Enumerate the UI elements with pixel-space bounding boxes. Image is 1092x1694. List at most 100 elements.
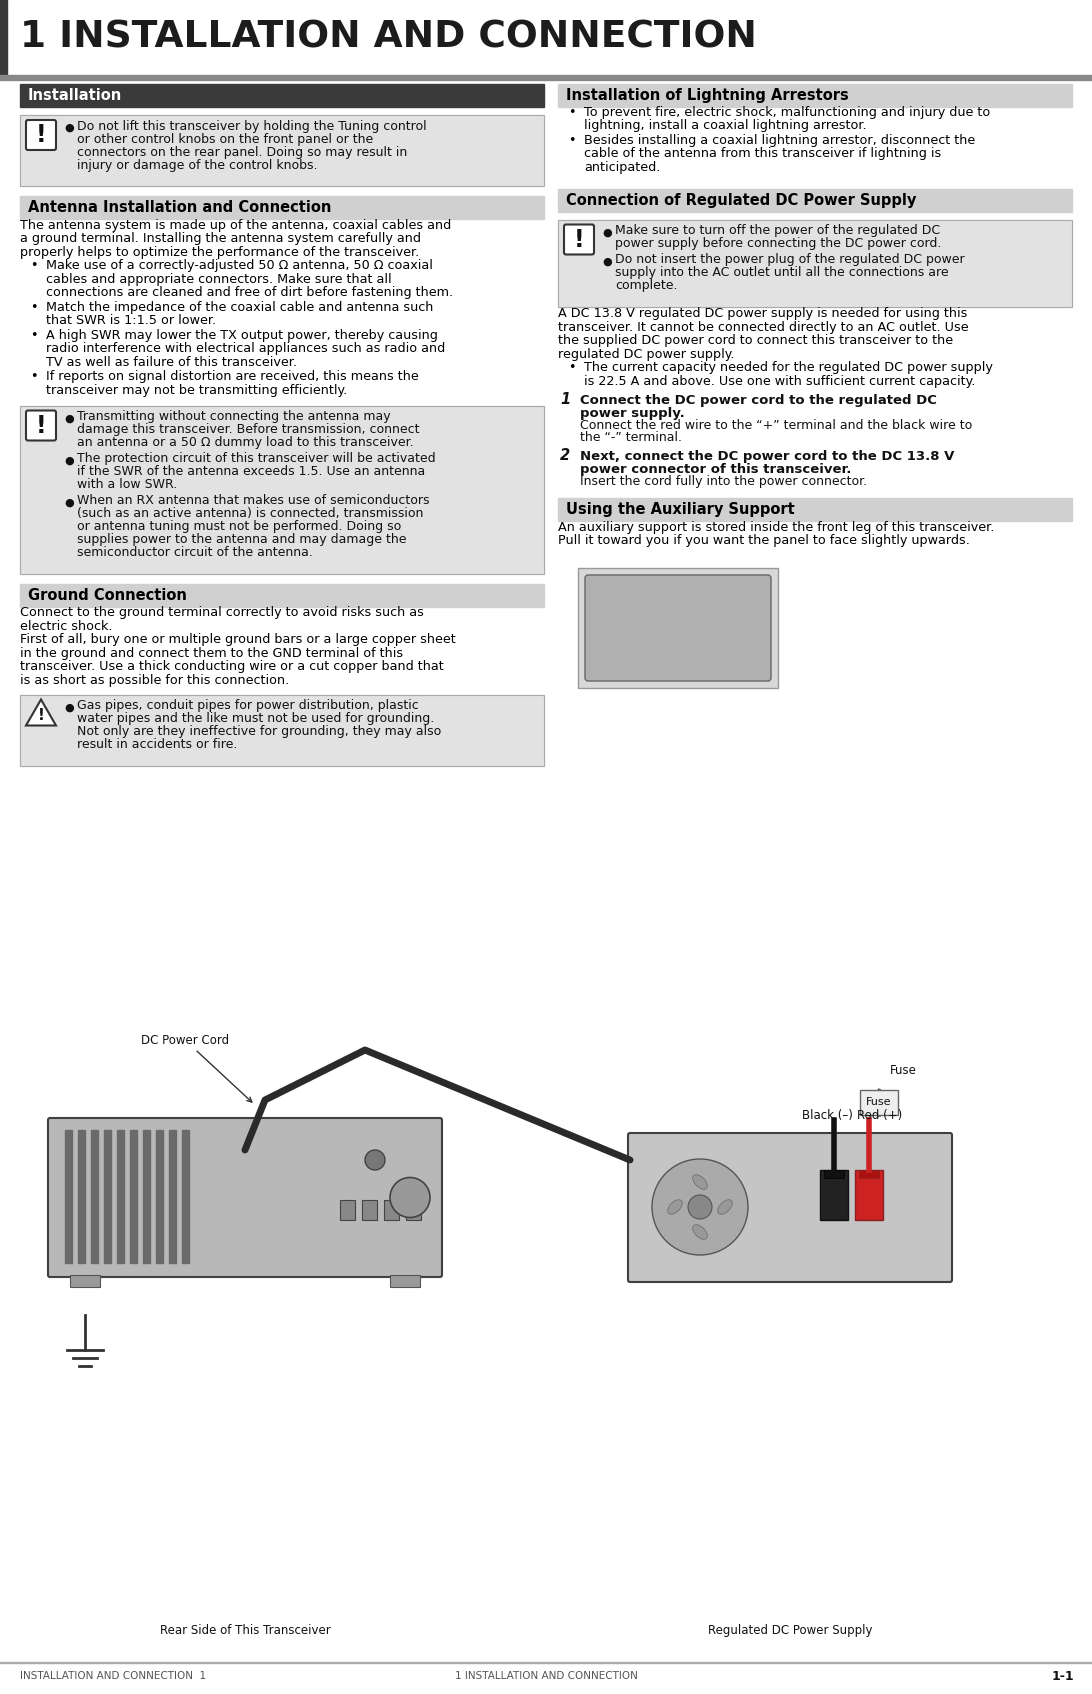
Bar <box>20 695 544 766</box>
Circle shape <box>652 1159 748 1255</box>
Text: in the ground and connect them to the GND terminal of this: in the ground and connect them to the GN… <box>20 647 403 661</box>
Text: Do not lift this transceiver by holding the Tuning control: Do not lift this transceiver by holding … <box>78 120 427 132</box>
Ellipse shape <box>692 1174 708 1189</box>
FancyBboxPatch shape <box>585 574 771 681</box>
Bar <box>384 1199 399 1220</box>
Bar <box>117 1130 124 1264</box>
Text: Red (+): Red (+) <box>857 1108 903 1121</box>
Text: electric shock.: electric shock. <box>20 620 112 634</box>
Text: Regulated DC Power Supply: Regulated DC Power Supply <box>708 1623 873 1636</box>
Text: transceiver. It cannot be connected directly to an AC outlet. Use: transceiver. It cannot be connected dire… <box>558 320 969 334</box>
Text: !: ! <box>36 413 46 437</box>
Ellipse shape <box>717 1199 733 1215</box>
Text: INSTALLATION AND CONNECTION  1: INSTALLATION AND CONNECTION 1 <box>20 1670 206 1680</box>
Bar <box>0 0 1092 75</box>
Text: or other control knobs on the front panel or the: or other control knobs on the front pane… <box>78 132 373 146</box>
Text: !: ! <box>37 708 45 723</box>
Text: cables and appropriate connectors. Make sure that all: cables and appropriate connectors. Make … <box>46 273 392 286</box>
Circle shape <box>365 1150 385 1171</box>
Bar <box>130 1130 136 1264</box>
Text: Not only are they ineffective for grounding, they may also: Not only are they ineffective for ground… <box>78 725 441 739</box>
Text: an antenna or a 50 Ω dummy load to this transceiver.: an antenna or a 50 Ω dummy load to this … <box>78 435 414 449</box>
Bar <box>20 405 544 574</box>
Bar <box>0 0 7 75</box>
Bar <box>340 1199 355 1220</box>
Text: Rear Side of This Transceiver: Rear Side of This Transceiver <box>159 1623 331 1636</box>
Bar <box>20 197 544 219</box>
Bar <box>558 220 1072 307</box>
Text: 1 INSTALLATION AND CONNECTION: 1 INSTALLATION AND CONNECTION <box>20 20 757 56</box>
Ellipse shape <box>692 1225 708 1240</box>
Text: 1-1: 1-1 <box>1052 1670 1075 1682</box>
FancyBboxPatch shape <box>48 1118 442 1277</box>
Text: ●: ● <box>602 256 612 266</box>
Text: •: • <box>29 302 37 313</box>
Text: the “-” terminal.: the “-” terminal. <box>580 430 682 444</box>
Polygon shape <box>26 700 56 725</box>
Bar <box>406 1199 422 1220</box>
Text: TV as well as failure of this transceiver.: TV as well as failure of this transceive… <box>46 356 297 369</box>
Circle shape <box>390 1177 430 1218</box>
Text: Connect the red wire to the “+” terminal and the black wire to: Connect the red wire to the “+” terminal… <box>580 418 972 432</box>
Bar <box>66 1130 72 1264</box>
Text: Insert the cord fully into the power connector.: Insert the cord fully into the power con… <box>580 474 867 488</box>
Ellipse shape <box>667 1199 682 1215</box>
Bar <box>20 115 544 186</box>
Text: lightning, install a coaxial lightning arrestor.: lightning, install a coaxial lightning a… <box>584 119 867 132</box>
Text: The current capacity needed for the regulated DC power supply: The current capacity needed for the regu… <box>584 361 993 374</box>
Text: power supply before connecting the DC power cord.: power supply before connecting the DC po… <box>615 237 941 251</box>
Text: If reports on signal distortion are received, this means the: If reports on signal distortion are rece… <box>46 371 418 383</box>
Text: Black (–): Black (–) <box>802 1108 853 1121</box>
Text: !: ! <box>573 227 584 251</box>
Bar <box>859 1171 879 1177</box>
Bar <box>91 1130 98 1264</box>
Text: supplies power to the antenna and may damage the: supplies power to the antenna and may da… <box>78 534 406 545</box>
Text: An auxiliary support is stored inside the front leg of this transceiver.: An auxiliary support is stored inside th… <box>558 520 995 534</box>
Bar <box>390 1276 420 1287</box>
Text: Connect to the ground terminal correctly to avoid risks such as: Connect to the ground terminal correctly… <box>20 606 424 620</box>
Text: is 22.5 A and above. Use one with sufficient current capacity.: is 22.5 A and above. Use one with suffic… <box>584 374 975 388</box>
Text: or antenna tuning must not be performed. Doing so: or antenna tuning must not be performed.… <box>78 520 401 534</box>
Text: Gas pipes, conduit pipes for power distribution, plastic: Gas pipes, conduit pipes for power distr… <box>78 700 418 711</box>
Text: ●: ● <box>64 122 74 132</box>
Text: if the SWR of the antenna exceeds 1.5. Use an antenna: if the SWR of the antenna exceeds 1.5. U… <box>78 466 425 478</box>
Text: Installation of Lightning Arrestors: Installation of Lightning Arrestors <box>566 88 848 103</box>
Text: damage this transceiver. Before transmission, connect: damage this transceiver. Before transmis… <box>78 424 419 435</box>
Text: cable of the antenna from this transceiver if lightning is: cable of the antenna from this transceiv… <box>584 147 941 161</box>
Text: A DC 13.8 V regulated DC power supply is needed for using this: A DC 13.8 V regulated DC power supply is… <box>558 307 968 320</box>
Text: To prevent fire, electric shock, malfunctioning and injury due to: To prevent fire, electric shock, malfunc… <box>584 105 990 119</box>
FancyBboxPatch shape <box>26 410 56 440</box>
Text: Pull it toward you if you want the panel to face slightly upwards.: Pull it toward you if you want the panel… <box>558 534 970 547</box>
Text: ●: ● <box>64 701 74 711</box>
Text: The protection circuit of this transceiver will be activated: The protection circuit of this transceiv… <box>78 452 436 466</box>
Bar <box>20 695 544 766</box>
Text: radio interference with electrical appliances such as radio and: radio interference with electrical appli… <box>46 342 446 356</box>
Bar <box>578 567 778 688</box>
Text: •: • <box>568 134 575 147</box>
Bar <box>558 220 1072 307</box>
Text: Fuse: Fuse <box>890 1064 917 1076</box>
Text: the supplied DC power cord to connect this transceiver to the: the supplied DC power cord to connect th… <box>558 334 953 347</box>
Bar <box>855 1171 883 1220</box>
Text: •: • <box>29 371 37 383</box>
Bar <box>558 498 1072 522</box>
Bar <box>169 1130 176 1264</box>
Text: ●: ● <box>602 227 612 237</box>
Bar <box>20 583 544 606</box>
Text: The antenna system is made up of the antenna, coaxial cables and: The antenna system is made up of the ant… <box>20 219 451 232</box>
Bar <box>20 115 544 186</box>
Text: 1: 1 <box>560 391 570 407</box>
Text: DC Power Cord: DC Power Cord <box>141 1033 252 1103</box>
Text: power connector of this transceiver.: power connector of this transceiver. <box>580 462 852 476</box>
Text: •: • <box>29 259 37 273</box>
Text: result in accidents or fire.: result in accidents or fire. <box>78 739 237 750</box>
Bar <box>824 1171 844 1177</box>
Text: When an RX antenna that makes use of semiconductors: When an RX antenna that makes use of sem… <box>78 495 429 507</box>
Text: connections are cleaned and free of dirt before fastening them.: connections are cleaned and free of dirt… <box>46 286 453 300</box>
Text: transceiver may not be transmitting efficiently.: transceiver may not be transmitting effi… <box>46 385 347 396</box>
Text: regulated DC power supply.: regulated DC power supply. <box>558 347 735 361</box>
Text: •: • <box>568 105 575 119</box>
Text: Make use of a correctly-adjusted 50 Ω antenna, 50 Ω coaxial: Make use of a correctly-adjusted 50 Ω an… <box>46 259 432 273</box>
Text: ●: ● <box>64 496 74 507</box>
Text: Next, connect the DC power cord to the DC 13.8 V: Next, connect the DC power cord to the D… <box>580 449 954 462</box>
